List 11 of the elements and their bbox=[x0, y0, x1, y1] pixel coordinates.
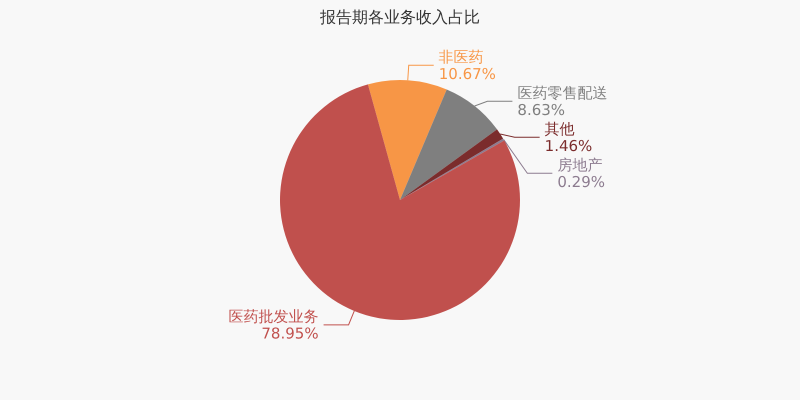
slice-label: 房地产 bbox=[557, 156, 602, 174]
data-label: 78.95% bbox=[261, 324, 319, 342]
slice-label: 其他 bbox=[544, 120, 575, 138]
data-label: 1.46% bbox=[544, 136, 592, 155]
data-label: 10.67% bbox=[438, 64, 496, 83]
data-label: 8.63% bbox=[517, 100, 566, 119]
chart-title: 报告期各业务收入占比 bbox=[319, 8, 480, 26]
data-label: 0.29% bbox=[557, 172, 606, 191]
slice-label: 医药零售配送 bbox=[517, 84, 608, 102]
slice-label: 非医药 bbox=[438, 48, 484, 66]
slice-label: 医药批发业务 bbox=[228, 307, 319, 326]
